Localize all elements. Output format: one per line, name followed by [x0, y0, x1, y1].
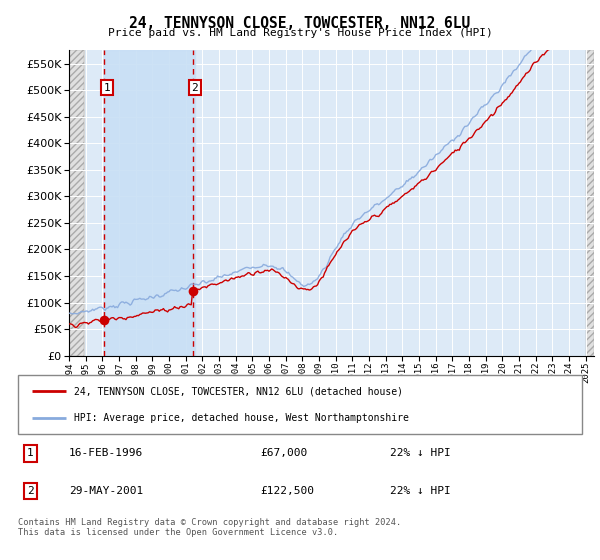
Text: Contains HM Land Registry data © Crown copyright and database right 2024.
This d: Contains HM Land Registry data © Crown c…	[18, 518, 401, 538]
Text: £122,500: £122,500	[260, 486, 314, 496]
Bar	[586, 50, 594, 356]
Bar	[69, 50, 85, 356]
Text: 1: 1	[27, 449, 34, 459]
Text: £67,000: £67,000	[260, 449, 308, 459]
Bar	[69, 50, 85, 356]
Text: Price paid vs. HM Land Registry's House Price Index (HPI): Price paid vs. HM Land Registry's House …	[107, 28, 493, 38]
Text: HPI: Average price, detached house, West Northamptonshire: HPI: Average price, detached house, West…	[74, 413, 409, 423]
Text: 24, TENNYSON CLOSE, TOWCESTER, NN12 6LU: 24, TENNYSON CLOSE, TOWCESTER, NN12 6LU	[130, 16, 470, 31]
FancyBboxPatch shape	[18, 375, 582, 434]
Text: 22% ↓ HPI: 22% ↓ HPI	[390, 449, 451, 459]
Bar	[586, 50, 594, 356]
Text: 1: 1	[103, 82, 110, 92]
Text: 24, TENNYSON CLOSE, TOWCESTER, NN12 6LU (detached house): 24, TENNYSON CLOSE, TOWCESTER, NN12 6LU …	[74, 386, 403, 396]
Text: 2: 2	[27, 486, 34, 496]
Text: 22% ↓ HPI: 22% ↓ HPI	[390, 486, 451, 496]
Text: 29-MAY-2001: 29-MAY-2001	[69, 486, 143, 496]
Bar	[104, 50, 196, 356]
Text: 16-FEB-1996: 16-FEB-1996	[69, 449, 143, 459]
Text: 2: 2	[191, 82, 199, 92]
